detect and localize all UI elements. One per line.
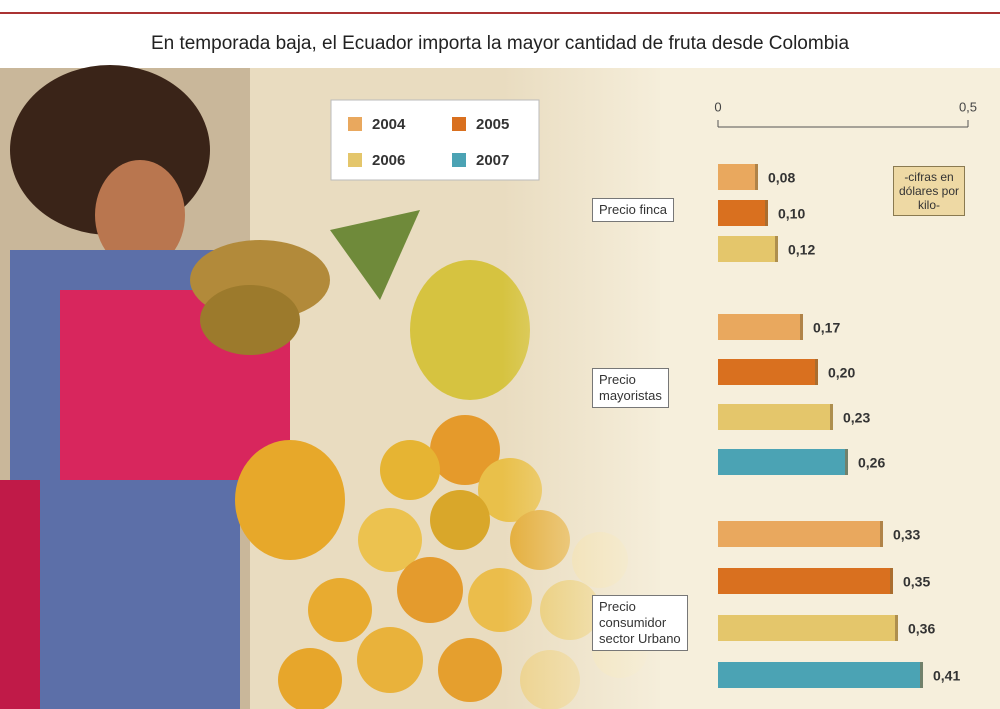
value-label: 0,08 bbox=[768, 170, 795, 186]
legend-swatch bbox=[348, 117, 362, 131]
bar-edge bbox=[775, 236, 778, 262]
value-label: 0,20 bbox=[828, 365, 855, 381]
category-label: Precio mayoristas bbox=[592, 368, 669, 408]
category-label: Precio consumidor sector Urbano bbox=[592, 595, 688, 651]
value-label: 0,10 bbox=[778, 206, 805, 222]
value-label: 0,41 bbox=[933, 668, 960, 684]
bar-edge bbox=[845, 449, 848, 475]
bar bbox=[718, 662, 923, 688]
bar-edge bbox=[890, 568, 893, 594]
bar bbox=[718, 615, 898, 641]
chart-title: En temporada baja, el Ecuador importa la… bbox=[151, 33, 850, 54]
bar bbox=[718, 200, 768, 226]
legend-swatch bbox=[452, 117, 466, 131]
bar bbox=[718, 449, 848, 475]
value-label: 0,26 bbox=[858, 455, 885, 471]
value-label: 0,23 bbox=[843, 410, 870, 426]
value-label: 0,17 bbox=[813, 320, 840, 336]
unit-note: -cifras en dólares por kilo- bbox=[893, 166, 965, 216]
legend-label: 2007 bbox=[476, 152, 509, 169]
bar bbox=[718, 164, 758, 190]
value-label: 0,33 bbox=[893, 527, 920, 543]
value-label: 0,36 bbox=[908, 621, 935, 637]
legend-label: 2004 bbox=[372, 116, 406, 133]
bar bbox=[718, 314, 803, 340]
legend-swatch bbox=[348, 153, 362, 167]
bar bbox=[718, 236, 778, 262]
title-band bbox=[0, 0, 1000, 68]
category-label: Precio finca bbox=[592, 198, 674, 222]
x-tick-label: 0 bbox=[714, 99, 721, 114]
x-tick-label: 0,5 bbox=[959, 99, 977, 114]
bar bbox=[718, 521, 883, 547]
legend-box bbox=[330, 99, 540, 181]
bar bbox=[718, 568, 893, 594]
legend-label: 2006 bbox=[372, 152, 405, 169]
bar-edge bbox=[920, 662, 923, 688]
bar bbox=[718, 404, 833, 430]
bar-edge bbox=[800, 314, 803, 340]
legend-label: 2005 bbox=[476, 116, 509, 133]
bar-edge bbox=[815, 359, 818, 385]
bar-edge bbox=[880, 521, 883, 547]
bar-edge bbox=[895, 615, 898, 641]
value-label: 0,35 bbox=[903, 574, 930, 590]
legend-swatch bbox=[452, 153, 466, 167]
value-label: 0,12 bbox=[788, 242, 815, 258]
bar-edge bbox=[830, 404, 833, 430]
photo bbox=[0, 65, 670, 709]
bar bbox=[718, 359, 818, 385]
bar-edge bbox=[755, 164, 758, 190]
bar-edge bbox=[765, 200, 768, 226]
